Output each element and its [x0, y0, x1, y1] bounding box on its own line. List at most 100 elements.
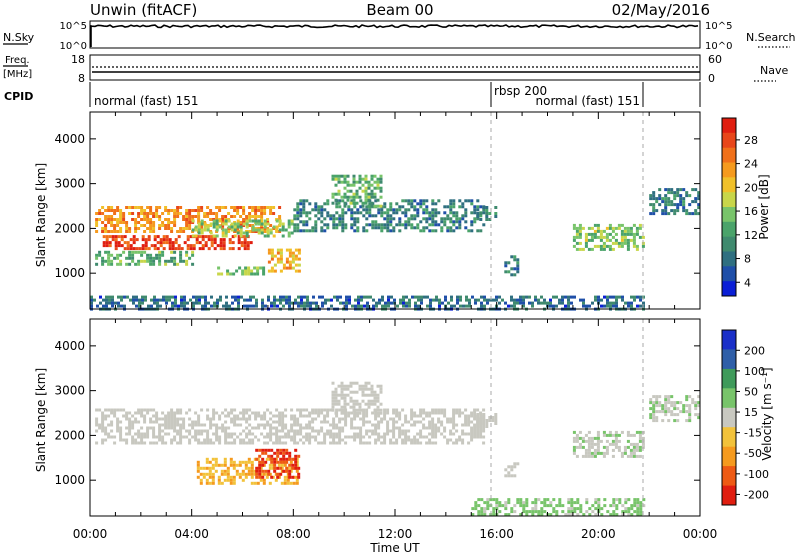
- data-cell: [443, 411, 447, 415]
- data-cell: [380, 208, 384, 212]
- data-cell: [365, 211, 369, 215]
- data-cell: [257, 222, 261, 226]
- data-cell: [254, 411, 258, 415]
- data-cell: [596, 226, 600, 230]
- data-cell: [495, 501, 499, 505]
- data-cell: [667, 197, 671, 201]
- data-cell: [95, 262, 99, 266]
- data-cell: [368, 441, 372, 445]
- data-cell: [522, 298, 525, 302]
- data-cell: [290, 429, 294, 433]
- data-cell: [288, 260, 292, 264]
- data-cell: [343, 204, 347, 208]
- data-cell: [335, 223, 339, 227]
- data-cell: [389, 217, 393, 221]
- data-cell: [476, 435, 480, 439]
- data-cell: [244, 472, 248, 476]
- data-cell: [335, 423, 339, 427]
- data-cell: [167, 426, 171, 430]
- data-cell: [476, 199, 480, 203]
- data-cell: [107, 206, 111, 209]
- data-cell: [597, 507, 601, 511]
- data-cell: [239, 438, 243, 442]
- data-cell: [141, 298, 144, 302]
- data-cell: [324, 298, 327, 302]
- data-cell: [317, 208, 321, 212]
- data-cell: [257, 414, 261, 418]
- data-cell: [208, 475, 212, 479]
- data-cell: [337, 201, 341, 205]
- data-cell: [230, 228, 234, 232]
- data-cell: [480, 295, 483, 299]
- data-cell: [161, 423, 165, 427]
- data-cell: [474, 507, 478, 511]
- data-cell: [296, 417, 300, 421]
- data-cell: [263, 435, 267, 439]
- data-cell: [182, 435, 186, 439]
- data-cell: [635, 430, 639, 434]
- data-cell: [189, 247, 193, 251]
- data-cell: [250, 269, 254, 273]
- data-cell: [278, 438, 282, 442]
- data-cell: [510, 295, 513, 299]
- data-cell: [217, 478, 221, 482]
- data-cell: [162, 298, 165, 302]
- data-cell: [200, 228, 204, 232]
- data-cell: [492, 507, 496, 511]
- data-cell: [461, 423, 465, 427]
- data-cell: [282, 266, 286, 270]
- data-cell: [266, 206, 270, 209]
- data-cell: [480, 498, 484, 502]
- data-cell: [331, 201, 335, 205]
- data-cell: [428, 217, 432, 221]
- data-cell: [522, 304, 525, 308]
- data-cell: [159, 298, 162, 302]
- data-cell: [294, 248, 298, 252]
- data-cell: [694, 404, 698, 408]
- data-cell: [602, 445, 606, 449]
- data-cell: [467, 414, 471, 418]
- data-cell: [254, 414, 258, 418]
- data-cell: [351, 304, 354, 308]
- data-cell: [293, 438, 297, 442]
- data-cell: [483, 510, 487, 514]
- data-cell: [379, 204, 383, 208]
- data-cell: [440, 408, 444, 412]
- data-cell: [596, 448, 600, 452]
- data-cell: [207, 238, 211, 242]
- data-cell: [128, 429, 132, 433]
- data-cell: [244, 460, 248, 464]
- data-cell: [349, 195, 353, 199]
- data-cell: [308, 438, 312, 442]
- data-cell: [627, 513, 631, 517]
- data-cell: [119, 209, 123, 212]
- data-cell: [655, 401, 659, 405]
- data-cell: [110, 230, 114, 233]
- data-cell: [180, 298, 183, 302]
- data-cell: [416, 438, 420, 442]
- data-cell: [368, 429, 372, 433]
- data-cell: [367, 402, 371, 406]
- data-cell: [626, 247, 630, 251]
- data-cell: [341, 208, 345, 212]
- data-cell: [183, 301, 186, 305]
- data-cell: [215, 432, 219, 436]
- data-cell: [153, 295, 156, 299]
- data-cell: [431, 435, 435, 439]
- data-cell: [200, 429, 204, 433]
- data-cell: [270, 254, 274, 258]
- data-cell: [281, 234, 285, 238]
- data-cell: [107, 423, 111, 427]
- data-cell: [211, 466, 215, 470]
- data-cell: [98, 426, 102, 430]
- data-cell: [615, 298, 618, 302]
- data-cell: [632, 232, 636, 236]
- data-cell: [443, 211, 447, 215]
- data-cell: [632, 433, 636, 437]
- data-cell: [590, 235, 594, 239]
- data-cell: [623, 226, 627, 230]
- data-cell: [140, 209, 144, 212]
- data-cell: [116, 253, 120, 257]
- data-cell: [282, 454, 286, 458]
- data-cell: [431, 199, 435, 203]
